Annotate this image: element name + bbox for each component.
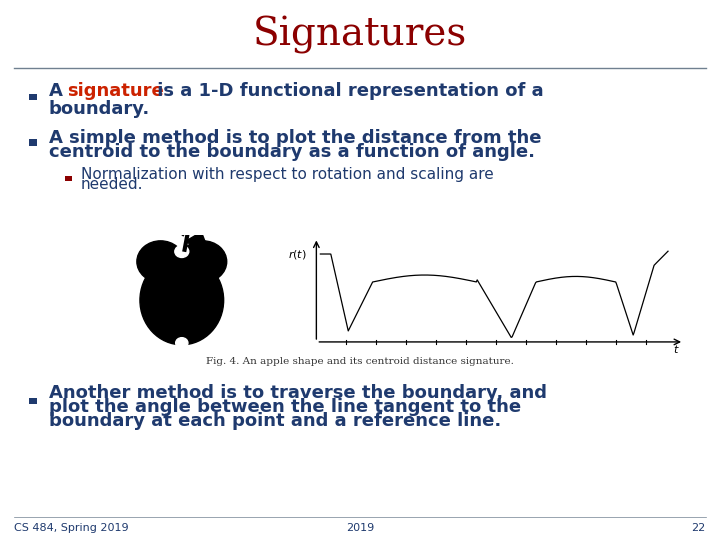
Ellipse shape [166, 260, 197, 293]
FancyBboxPatch shape [29, 398, 37, 404]
Text: CS 484, Spring 2019: CS 484, Spring 2019 [14, 523, 129, 533]
Text: Fig. 4. An apple shape and its centroid distance signature.: Fig. 4. An apple shape and its centroid … [206, 357, 514, 366]
Text: is a 1-D functional representation of a: is a 1-D functional representation of a [151, 82, 544, 100]
Text: boundary at each point and a reference line.: boundary at each point and a reference l… [49, 411, 501, 430]
Text: plot the angle between the line tangent to the: plot the angle between the line tangent … [49, 397, 521, 416]
Text: needed.: needed. [81, 177, 143, 192]
Text: $r(t)$: $r(t)$ [289, 248, 307, 261]
Text: boundary.: boundary. [49, 100, 150, 118]
Polygon shape [186, 232, 205, 252]
Text: A simple method is to plot the distance from the: A simple method is to plot the distance … [49, 129, 541, 147]
FancyBboxPatch shape [29, 139, 37, 146]
Text: $t$: $t$ [672, 343, 680, 355]
Ellipse shape [179, 241, 227, 282]
FancyBboxPatch shape [29, 94, 37, 100]
Text: A: A [49, 82, 69, 100]
Ellipse shape [137, 241, 184, 282]
Text: centroid to the boundary as a function of angle.: centroid to the boundary as a function o… [49, 143, 535, 161]
Ellipse shape [176, 338, 188, 348]
Text: 2019: 2019 [346, 523, 374, 533]
Ellipse shape [140, 255, 224, 345]
Text: 22: 22 [691, 523, 706, 533]
Ellipse shape [175, 246, 189, 258]
Text: Another method is to traverse the boundary, and: Another method is to traverse the bounda… [49, 383, 547, 402]
Text: signature: signature [67, 82, 163, 100]
Text: Normalization with respect to rotation and scaling are: Normalization with respect to rotation a… [81, 167, 493, 183]
FancyBboxPatch shape [65, 176, 72, 181]
Text: Signatures: Signatures [253, 16, 467, 54]
